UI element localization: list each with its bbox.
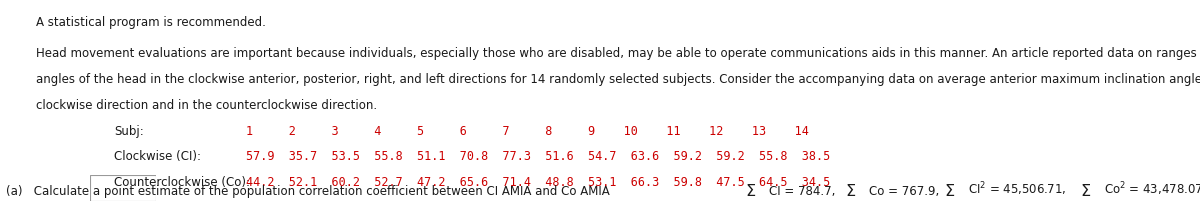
Text: clockwise direction and in the counterclockwise direction.: clockwise direction and in the countercl… [36, 99, 377, 112]
Text: Head movement evaluations are important because individuals, especially those wh: Head movement evaluations are important … [36, 46, 1200, 59]
Text: 57.9  35.7  53.5  55.8  51.1  70.8  77.3  51.6  54.7  63.6  59.2  59.2  55.8  38: 57.9 35.7 53.5 55.8 51.1 70.8 77.3 51.6 … [246, 149, 830, 162]
Text: (a)   Calculate a point estimate of the population correlation coefficient betwe: (a) Calculate a point estimate of the po… [6, 184, 610, 197]
Text: CI$^2$ = 45,506.71,: CI$^2$ = 45,506.71, [968, 179, 1067, 197]
Text: Counterclockwise (Co):: Counterclockwise (Co): [114, 175, 250, 188]
Text: $\Sigma$: $\Sigma$ [1080, 182, 1091, 198]
Text: 1     2     3     4     5     6     7     8     9    10    11    12    13    14: 1 2 3 4 5 6 7 8 9 10 11 12 13 14 [246, 124, 809, 137]
Text: angles of the head in the clockwise anterior, posterior, right, and left directi: angles of the head in the clockwise ante… [36, 73, 1200, 86]
Text: 44.2  52.1  60.2  52.7  47.2  65.6  71.4  48.8  53.1  66.3  59.8  47.5  64.5  34: 44.2 52.1 60.2 52.7 47.2 65.6 71.4 48.8 … [246, 175, 830, 188]
Text: Co = 767.9,: Co = 767.9, [869, 184, 940, 197]
Text: $\Sigma$: $\Sigma$ [845, 182, 856, 198]
Text: CI = 784.7,: CI = 784.7, [769, 184, 835, 197]
Text: $\Sigma$: $\Sigma$ [944, 182, 955, 198]
Text: A statistical program is recommended.: A statistical program is recommended. [36, 16, 266, 29]
Text: Subj:: Subj: [114, 124, 144, 137]
Text: $\Sigma$: $\Sigma$ [745, 182, 756, 198]
Text: Co$^2$ = 43,478.07,: Co$^2$ = 43,478.07, [1104, 179, 1200, 197]
Text: Clockwise (CI):: Clockwise (CI): [114, 149, 202, 162]
